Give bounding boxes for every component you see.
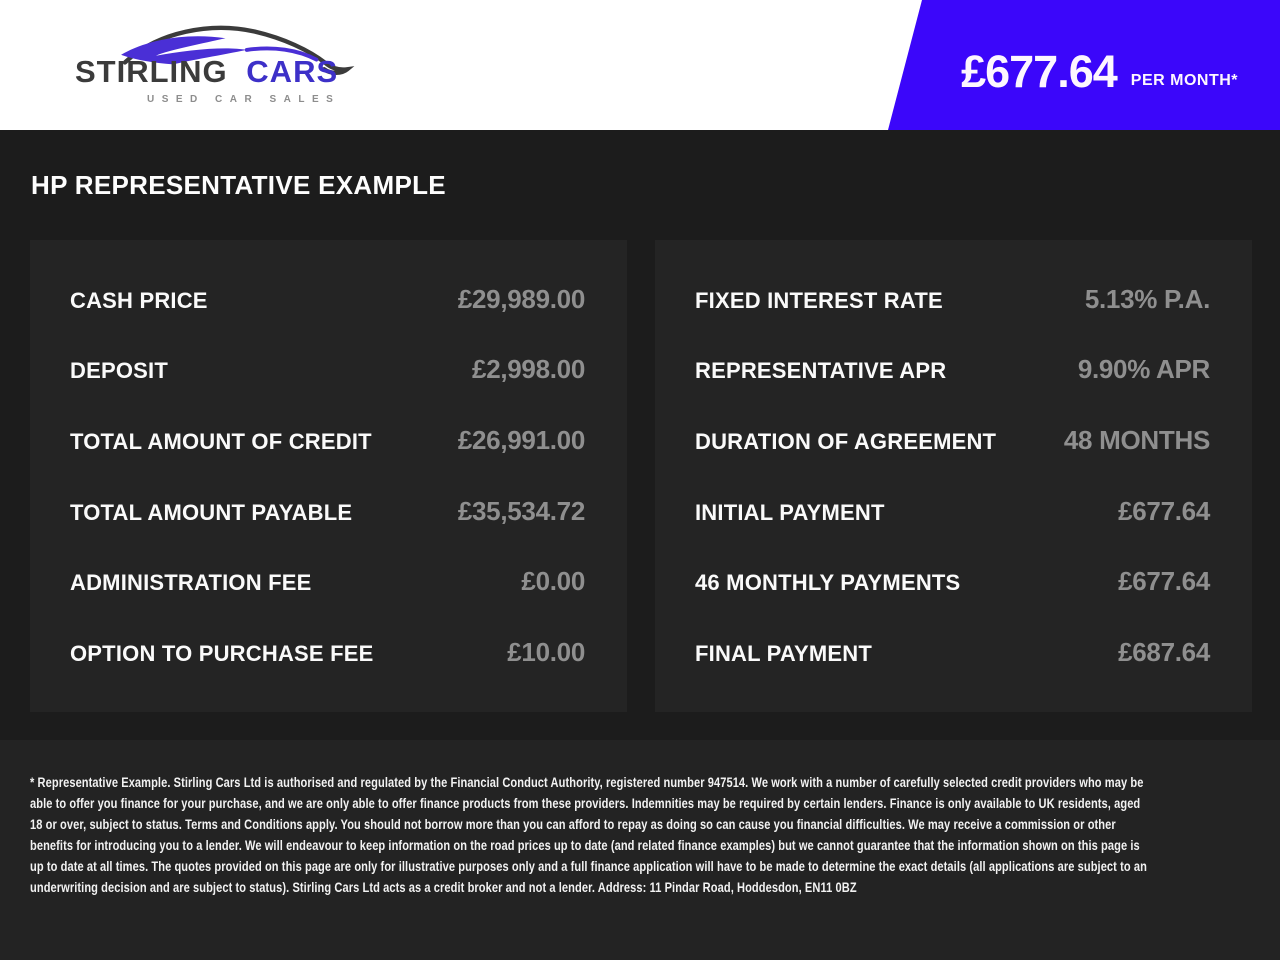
- footer: * Representative Example. Stirling Cars …: [0, 740, 1280, 960]
- finance-row-label: ADMINISTRATION FEE: [70, 570, 312, 596]
- disclaimer-text: * Representative Example. Stirling Cars …: [30, 775, 1147, 895]
- finance-row-label: 46 MONTHLY PAYMENTS: [695, 570, 961, 596]
- finance-row-label: DEPOSIT: [70, 358, 168, 384]
- finance-row: TOTAL AMOUNT OF CREDIT £26,991.00: [70, 425, 585, 456]
- finance-row-label: INITIAL PAYMENT: [695, 499, 885, 525]
- finance-row-label: OPTION TO PURCHASE FEE: [70, 641, 374, 667]
- finance-row: INITIAL PAYMENT £677.64: [695, 496, 1210, 527]
- main-content: HP REPRESENTATIVE EXAMPLE CASH PRICE £29…: [0, 130, 1280, 740]
- finance-row-value: £677.64: [1118, 566, 1210, 597]
- finance-panel-left: CASH PRICE £29,989.00 DEPOSIT £2,998.00 …: [30, 240, 627, 712]
- finance-row: CASH PRICE £29,989.00: [70, 284, 585, 315]
- finance-row-label: FINAL PAYMENT: [695, 641, 872, 667]
- finance-row-value: £0.00: [521, 566, 585, 597]
- finance-row-label: FIXED INTEREST RATE: [695, 287, 943, 313]
- finance-row-label: DURATION OF AGREEMENT: [695, 429, 997, 455]
- finance-row: OPTION TO PURCHASE FEE £10.00: [70, 637, 585, 668]
- finance-row-value: £29,989.00: [457, 283, 585, 314]
- monthly-price-period: PER MONTH*: [1130, 72, 1238, 89]
- finance-row: FINAL PAYMENT £687.64: [695, 637, 1210, 668]
- finance-row: FIXED INTEREST RATE 5.13% P.A.: [695, 284, 1210, 315]
- car-silhouette-icon: [121, 25, 355, 76]
- finance-row: 46 MONTHLY PAYMENTS £677.64: [695, 566, 1210, 597]
- finance-row: DEPOSIT £2,998.00: [70, 354, 585, 385]
- finance-panels: CASH PRICE £29,989.00 DEPOSIT £2,998.00 …: [30, 240, 1252, 712]
- brand-secondary: CARS: [246, 54, 339, 89]
- finance-row-label: CASH PRICE: [70, 287, 208, 313]
- finance-row-value: 5.13% P.A.: [1084, 283, 1210, 314]
- finance-row: REPRESENTATIVE APR 9.90% APR: [695, 354, 1210, 385]
- brand-tagline: USED CAR SALES: [147, 94, 341, 105]
- header: STIRLING CARS USED CAR SALES £677.64 PER…: [0, 0, 1280, 130]
- finance-row: ADMINISTRATION FEE £0.00: [70, 566, 585, 597]
- finance-row-value: 9.90% APR: [1077, 354, 1210, 385]
- finance-row-value: £687.64: [1118, 637, 1210, 668]
- finance-row-label: REPRESENTATIVE APR: [695, 358, 947, 384]
- finance-row: TOTAL AMOUNT PAYABLE £35,534.72: [70, 496, 585, 527]
- finance-row-value: 48 MONTHS: [1063, 425, 1210, 456]
- finance-panel-right: FIXED INTEREST RATE 5.13% P.A. REPRESENT…: [655, 240, 1252, 712]
- finance-row: DURATION OF AGREEMENT 48 MONTHS: [695, 425, 1210, 456]
- finance-row-value: £2,998.00: [472, 354, 585, 385]
- finance-row-value: £677.64: [1118, 495, 1210, 526]
- brand-wordmark: STIRLING CARS: [75, 54, 338, 90]
- finance-row-value: £35,534.72: [457, 495, 585, 526]
- monthly-price: £677.64: [961, 46, 1118, 97]
- finance-row-value: £10.00: [507, 637, 585, 668]
- finance-row-label: TOTAL AMOUNT OF CREDIT: [70, 429, 372, 455]
- page-title: HP REPRESENTATIVE EXAMPLE: [31, 170, 446, 200]
- brand-primary: STIRLING: [75, 54, 228, 89]
- stirling-cars-logo: STIRLING CARS USED CAR SALES: [75, 18, 375, 114]
- finance-row-label: TOTAL AMOUNT PAYABLE: [70, 499, 353, 525]
- price-banner: £677.64 PER MONTH*: [888, 0, 1280, 130]
- finance-row-value: £26,991.00: [457, 425, 585, 456]
